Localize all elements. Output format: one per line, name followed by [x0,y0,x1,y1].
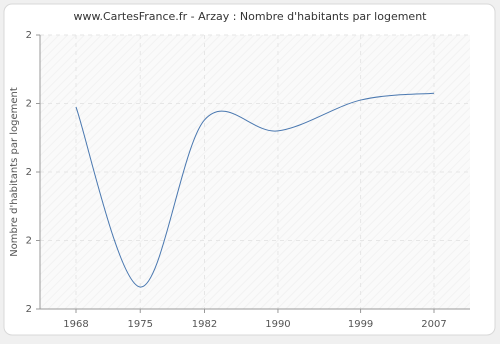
y-tick-label: 2 [26,99,32,110]
chart-title: www.CartesFrance.fr - Arzay : Nombre d'h… [73,10,427,23]
x-tick-label: 1999 [348,319,373,330]
x-tick-label: 1982 [192,319,217,330]
y-axis-label: Nombre d'habitants par logement [9,87,20,257]
x-tick-label: 1968 [63,319,88,330]
x-tick-label: 2007 [421,319,446,330]
x-tick-label: 1990 [265,319,290,330]
plot-area [40,35,470,309]
y-tick-label: 2 [26,167,32,178]
x-tick-label: 1975 [128,319,153,330]
y-tick-label: 2 [26,236,32,247]
y-tick-label: 2 [26,304,32,315]
data-line [75,92,435,288]
y-tick-label: 2 [26,30,32,41]
